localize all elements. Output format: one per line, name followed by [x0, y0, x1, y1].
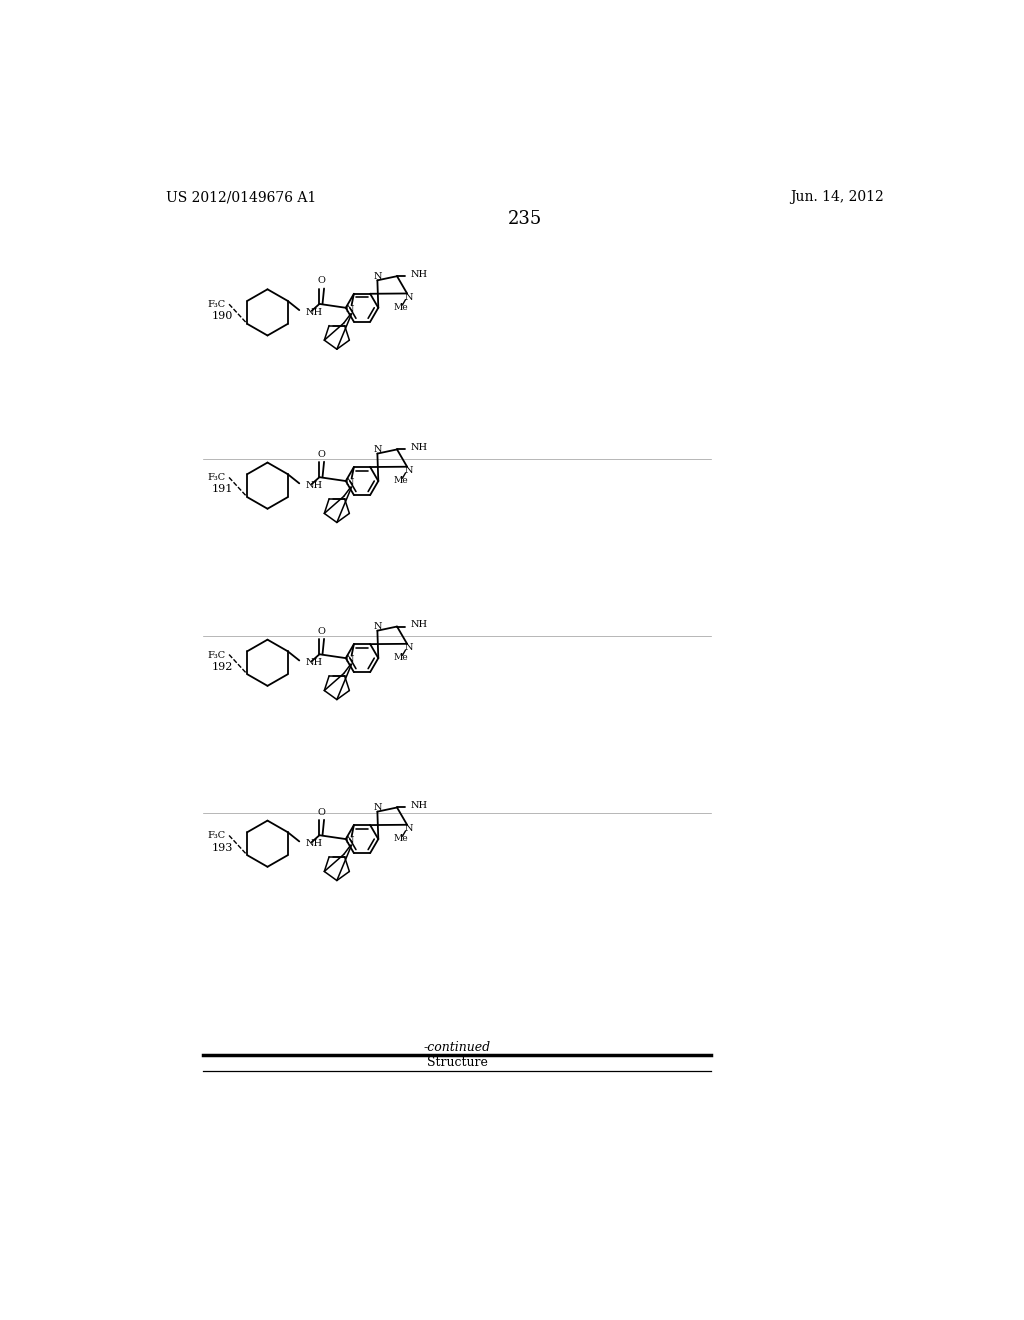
- Text: NH: NH: [305, 659, 323, 667]
- Text: N: N: [373, 804, 382, 812]
- Text: Me: Me: [393, 653, 409, 663]
- Text: N: N: [404, 643, 413, 652]
- Text: Me: Me: [393, 302, 409, 312]
- Text: F₃C: F₃C: [208, 300, 225, 309]
- Text: N: N: [404, 293, 413, 302]
- Text: O: O: [317, 808, 326, 817]
- Text: Me: Me: [393, 834, 409, 843]
- Text: Me: Me: [393, 477, 409, 484]
- Text: 235: 235: [508, 210, 542, 228]
- Text: N: N: [346, 305, 354, 314]
- Text: NH: NH: [411, 444, 428, 453]
- Text: N: N: [373, 622, 382, 631]
- Text: 191: 191: [211, 484, 232, 495]
- Text: NH: NH: [305, 840, 323, 849]
- Text: N: N: [373, 272, 382, 281]
- Text: 193: 193: [211, 842, 232, 853]
- Text: O: O: [317, 627, 326, 636]
- Text: F₃C: F₃C: [208, 474, 225, 482]
- Text: 190: 190: [211, 312, 232, 321]
- Text: N: N: [346, 836, 354, 845]
- Text: NH: NH: [305, 482, 323, 490]
- Text: O: O: [317, 450, 326, 458]
- Text: N: N: [346, 478, 354, 487]
- Text: 192: 192: [211, 661, 232, 672]
- Text: O: O: [317, 276, 326, 285]
- Text: N: N: [346, 655, 354, 664]
- Text: NH: NH: [305, 308, 323, 317]
- Text: NH: NH: [411, 801, 428, 810]
- Text: US 2012/0149676 A1: US 2012/0149676 A1: [166, 190, 316, 205]
- Text: Structure: Structure: [427, 1056, 487, 1069]
- Text: -continued: -continued: [424, 1041, 490, 1055]
- Text: N: N: [373, 445, 382, 454]
- Text: N: N: [404, 466, 413, 475]
- Text: NH: NH: [411, 620, 428, 630]
- Text: Jun. 14, 2012: Jun. 14, 2012: [790, 190, 884, 205]
- Text: N: N: [404, 824, 413, 833]
- Text: F₃C: F₃C: [208, 832, 225, 841]
- Text: F₃C: F₃C: [208, 651, 225, 660]
- Text: NH: NH: [411, 271, 428, 279]
